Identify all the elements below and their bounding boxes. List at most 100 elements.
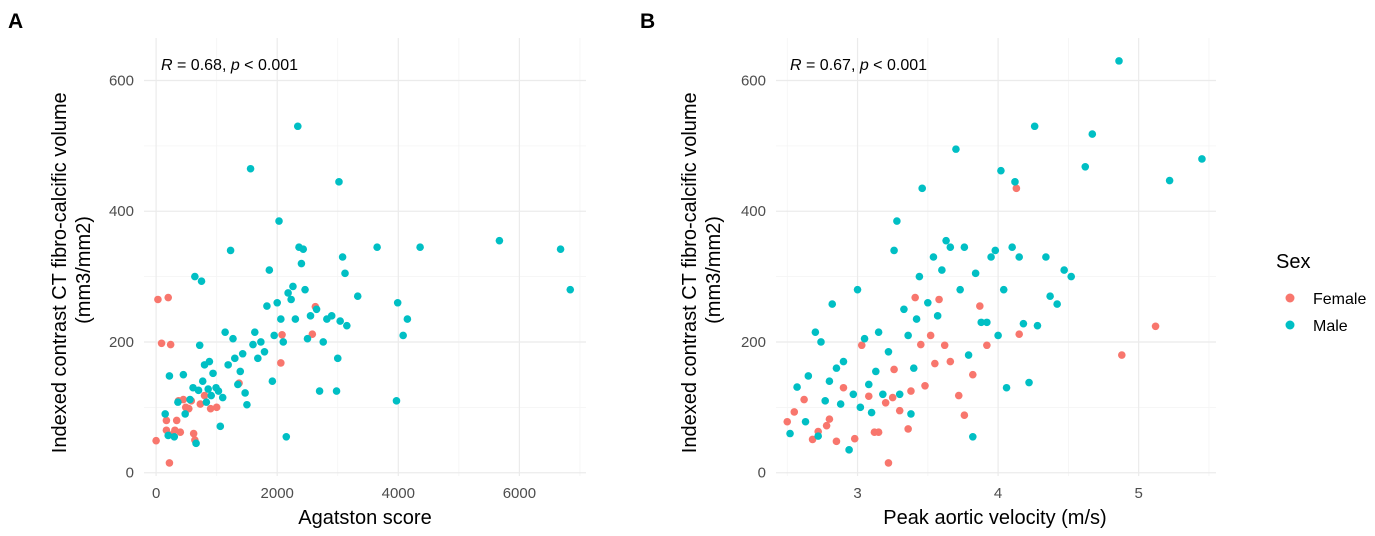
panel-a-point-male <box>291 315 300 323</box>
panel-b-point-female <box>916 340 925 349</box>
panel-a-point-male <box>293 122 302 131</box>
panel-b-point-female <box>808 435 817 444</box>
panel-a-y-tick-label: 200 <box>109 334 134 351</box>
panel-a-point-male <box>297 259 306 268</box>
panel-b-point-female <box>832 437 841 446</box>
panel-a-point-female <box>152 436 160 445</box>
panel-a-point-male <box>207 391 216 400</box>
panel-a-point-female <box>200 391 209 400</box>
panel-b-point-female <box>907 387 915 395</box>
panel-a-point-male <box>191 272 199 281</box>
panel-a-label: A <box>8 10 23 33</box>
panel-a-point-male <box>236 367 245 376</box>
panel-b-point-male <box>929 253 938 261</box>
panel-b-point-male <box>1046 292 1054 301</box>
legend-key-male <box>1285 320 1295 330</box>
panel-b-point-male <box>1081 162 1090 171</box>
panel-a-point-female <box>212 403 221 412</box>
panel-a-point-male <box>403 315 412 323</box>
panel-a-point-male <box>231 354 239 363</box>
panel-a-point-male <box>205 357 214 366</box>
panel-b-point-male <box>804 372 813 380</box>
panel-a-point-male <box>209 369 217 378</box>
panel-b-point-male <box>991 246 1000 255</box>
panel-a-point-male <box>275 217 283 225</box>
panel-b-point-male <box>924 298 932 307</box>
panel-a-point-male <box>284 289 292 297</box>
panel-b-point-male <box>977 318 986 327</box>
panel-b-point-male <box>872 367 880 376</box>
panel-a-point-female <box>277 359 285 367</box>
panel-b-point-female <box>935 295 943 304</box>
panel-a-point-male <box>165 372 174 380</box>
panel-b-point-male <box>839 357 848 366</box>
panel-b-point-male <box>983 318 991 327</box>
panel-b-point-male <box>1198 155 1206 163</box>
panel-b-point-female <box>800 395 808 404</box>
panel-a-point-male <box>229 334 237 343</box>
panel-b-point-male <box>1053 300 1061 308</box>
panel-a-point-male <box>338 253 347 261</box>
panel-a-point-male <box>249 340 257 349</box>
panel-b-point-male <box>853 285 862 294</box>
panel-a-point-male <box>319 338 328 346</box>
legend-label-female: Female <box>1313 291 1366 308</box>
panel-b-point-male <box>938 266 946 274</box>
panel-a-point-male <box>170 432 179 441</box>
panel-b-point-male <box>960 243 969 251</box>
panel-b-point-male <box>1015 253 1023 261</box>
panel-a-point-male <box>221 328 229 336</box>
panel-b-point-female <box>890 365 898 374</box>
panel-b-point-male <box>933 312 942 320</box>
panel-b-point-female <box>926 331 935 340</box>
panel-a-point-female <box>157 339 166 348</box>
panel-b-point-male <box>825 377 834 386</box>
panel-a-point-female <box>166 340 175 349</box>
panel-b-point-male <box>867 408 876 417</box>
panel-b-point-male <box>1011 178 1019 186</box>
panel-a-point-male <box>287 295 295 304</box>
panel-a-point-female <box>172 416 181 425</box>
panel-b-point-female <box>976 302 984 310</box>
panel-b-point-male <box>793 383 801 391</box>
panel-b-point-male <box>946 243 955 251</box>
panel-b-point-male <box>836 400 845 408</box>
panel-b-point-male <box>879 390 887 399</box>
panel-b-point-male <box>890 246 898 255</box>
panel-b-point-male <box>817 338 825 346</box>
panel-b-point-male <box>1060 266 1068 274</box>
panel-a-point-male <box>204 385 212 393</box>
panel-a-y-tick-label: 0 <box>126 465 134 482</box>
panel-b-point-male <box>814 432 822 440</box>
panel-b-y-tick-label: 200 <box>741 334 766 351</box>
panel-a-correlation: R = 0.68, p < 0.001 <box>161 57 298 74</box>
panel-a: A 0 200 400 600 0 2000 4000 6000 R = 0.68, p <… <box>8 10 586 529</box>
panel-a-point-male <box>299 245 308 253</box>
panel-a-point-male <box>216 422 225 431</box>
panel-a-point-male <box>301 285 309 294</box>
panel-a-point-male <box>214 387 223 395</box>
panel-a-point-male <box>336 317 344 325</box>
panel-b-point-male <box>942 236 950 245</box>
panel-b-point-male <box>907 410 915 418</box>
panel-a-point-male <box>263 302 271 310</box>
panel-a-point-male <box>234 380 242 389</box>
panel-b-point-male <box>1115 57 1123 65</box>
panel-b-point-male <box>860 334 869 343</box>
panel-b-point-female <box>783 417 792 426</box>
panel-a-point-male <box>186 395 194 404</box>
panel-b-point-male <box>1042 253 1050 261</box>
panel-b-point-male <box>994 331 1002 340</box>
panel-b-point-female <box>888 393 897 402</box>
panel-a-point-male <box>341 269 349 278</box>
panel-b-point-male <box>1088 130 1097 138</box>
panel-a-point-male <box>164 431 173 440</box>
panel-b-point-female <box>946 357 955 366</box>
panel-a-x-tick-label: 0 <box>152 485 160 502</box>
panel-a-point-male <box>161 410 169 418</box>
panel-a-point-male <box>268 377 277 386</box>
panel-b-point-male <box>952 145 960 153</box>
panel-b-point-male <box>1008 243 1016 251</box>
panel-a-point-male <box>273 298 282 307</box>
panel-a-point-female <box>154 295 162 304</box>
